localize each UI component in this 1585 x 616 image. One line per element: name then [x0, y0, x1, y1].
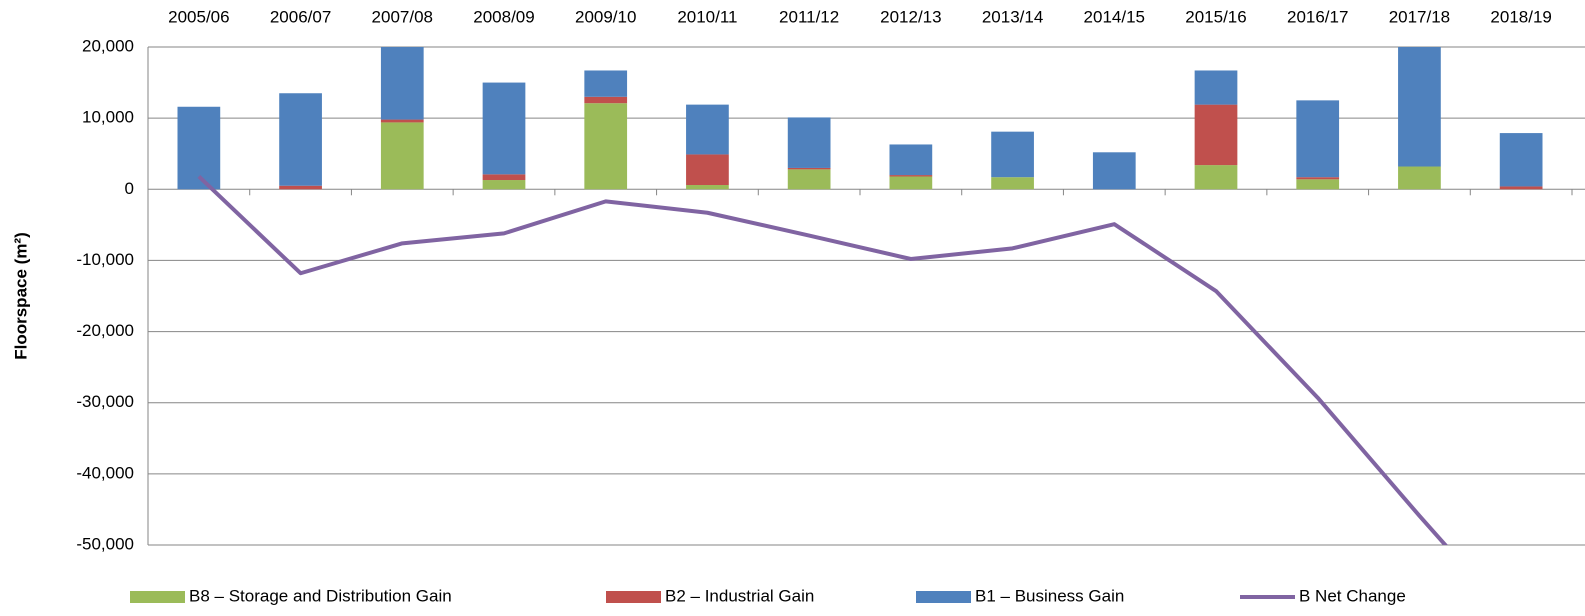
legend-label: B Net Change: [1299, 586, 1406, 605]
bar-segment: [1296, 177, 1340, 180]
x-tick-label: 2015/16: [1185, 7, 1246, 26]
y-tick-label: 10,000: [82, 108, 134, 127]
y-tick-label: -40,000: [76, 463, 134, 482]
bar-segment: [1194, 70, 1238, 105]
x-tick-label: 2009/10: [575, 7, 636, 26]
bar-segment: [1296, 179, 1340, 190]
x-tick-label: 2018/19: [1490, 7, 1551, 26]
y-tick-label: -50,000: [76, 534, 134, 553]
bar-segment: [380, 47, 424, 120]
legend-label: B8 – Storage and Distribution Gain: [189, 586, 452, 605]
x-tick-label: 2014/15: [1084, 7, 1145, 26]
bar-segment: [1194, 104, 1238, 166]
bar-segment: [177, 106, 221, 190]
bar-segment: [991, 131, 1034, 178]
bar-segment: [380, 122, 424, 190]
bar-segment: [279, 93, 322, 186]
x-tick-label: 2006/07: [270, 7, 331, 26]
y-tick-label: 20,000: [82, 36, 134, 55]
x-tick-label: 2010/11: [677, 7, 737, 26]
bar-segment: [1398, 47, 1441, 167]
bar-segment: [380, 119, 424, 123]
legend-swatch: [130, 591, 185, 603]
bar-segment: [889, 176, 933, 190]
bar-segment: [787, 117, 831, 168]
legend-swatch: [916, 591, 971, 603]
bar-segment: [787, 169, 831, 190]
bar-segment: [584, 103, 628, 190]
bar-segment: [482, 180, 526, 190]
legend-swatch: [606, 591, 661, 603]
bar-segment: [1194, 165, 1238, 190]
bar-segment: [1398, 166, 1441, 190]
plot-area: [177, 47, 1543, 545]
bar-segment: [584, 96, 628, 104]
x-tick-label: 2017/18: [1389, 7, 1450, 26]
bar-segment: [1499, 186, 1543, 190]
y-tick-label: -30,000: [76, 392, 134, 411]
y-axis-title: Floorspace (m²): [11, 232, 30, 360]
x-tick-label: 2016/17: [1287, 7, 1348, 26]
bar-segment: [686, 104, 729, 155]
x-tick-label: 2007/08: [372, 7, 433, 26]
x-tick-label: 2013/14: [982, 7, 1043, 26]
legend-label: B2 – Industrial Gain: [665, 586, 814, 605]
line-series: [197, 175, 1449, 545]
bar-segment: [482, 82, 526, 175]
legend-label: B1 – Business Gain: [975, 586, 1124, 605]
y-tick-label: -10,000: [76, 250, 134, 269]
x-tick-label: 2005/06: [168, 7, 229, 26]
bar-segment: [584, 70, 628, 97]
bar-segment: [279, 185, 322, 190]
x-tick-label: 2012/13: [880, 7, 941, 26]
bar-segment: [482, 174, 526, 181]
bar-segment: [787, 167, 831, 170]
bar-segment: [889, 144, 933, 176]
x-tick-label: 2011/12: [779, 7, 839, 26]
y-tick-label: -20,000: [76, 321, 134, 340]
bar-segment: [686, 154, 729, 186]
bar-segment: [1499, 133, 1543, 187]
x-tick-label: 2008/09: [473, 7, 534, 26]
bar-segment: [686, 185, 729, 190]
bar-segment: [889, 175, 933, 177]
bar-segment: [1092, 152, 1136, 190]
y-tick-label: 0: [125, 179, 134, 198]
bar-segment: [991, 177, 1034, 190]
bar-segment: [1296, 100, 1340, 178]
